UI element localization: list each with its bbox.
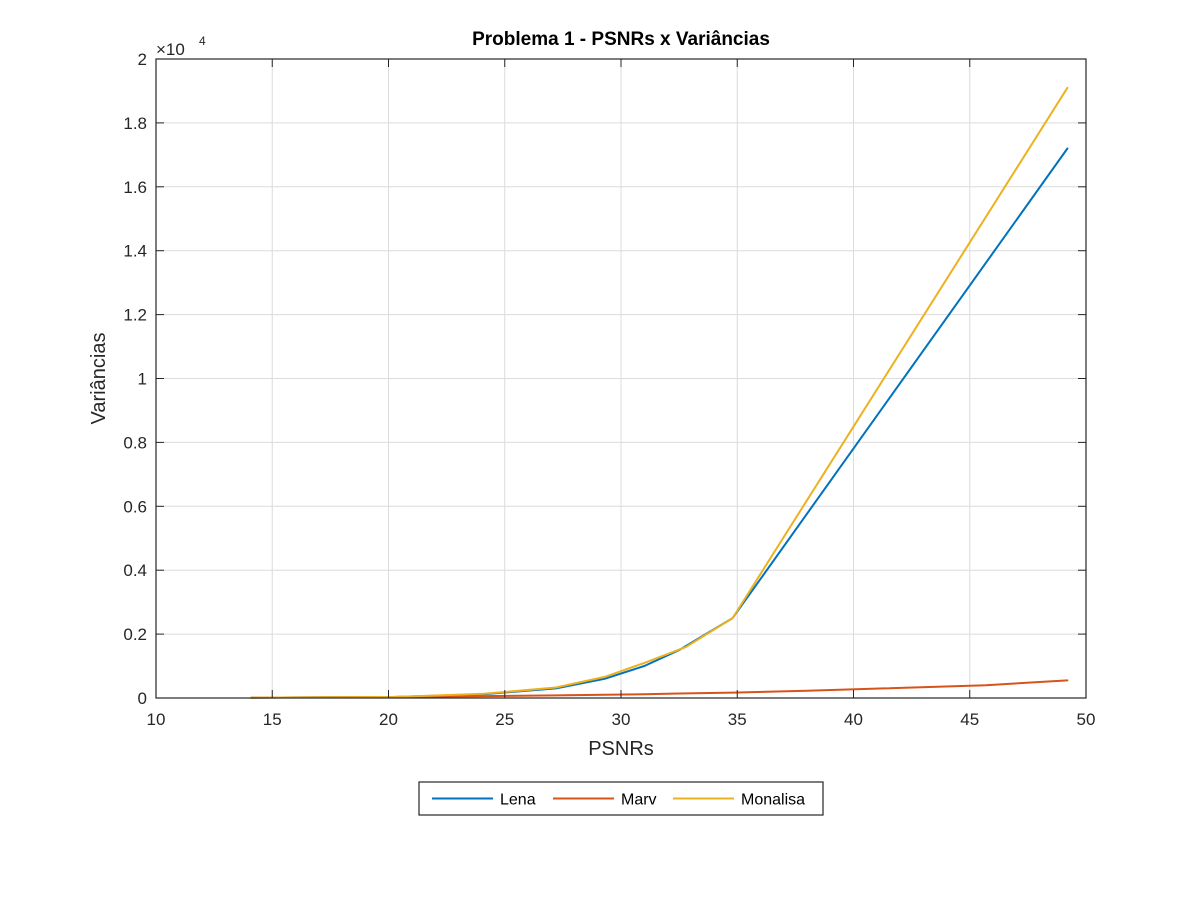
- y-tick-label: 0: [138, 689, 147, 708]
- legend-label-monalisa: Monalisa: [741, 792, 805, 809]
- x-axis-label: PSNRs: [588, 738, 654, 760]
- y-tick-label: 0.4: [123, 561, 147, 580]
- y-axis-multiplier-exponent: 4: [199, 34, 206, 48]
- legend-label-lena: Lena: [500, 792, 536, 809]
- x-tick-label: 10: [147, 710, 166, 729]
- legend-label-marv: Marv: [621, 792, 657, 809]
- x-tick-label: 20: [379, 710, 398, 729]
- x-tick-label: 35: [728, 710, 747, 729]
- y-axis-label: Variâncias: [88, 333, 110, 425]
- grid-lines: [156, 59, 1086, 698]
- chart-title: Problema 1 - PSNRs x Variâncias: [472, 29, 770, 50]
- y-tick-label: 1.6: [123, 178, 147, 197]
- x-tick-label: 15: [263, 710, 282, 729]
- x-tick-label: 50: [1077, 710, 1096, 729]
- y-tick-label: 1.8: [123, 114, 147, 133]
- y-tick-label: 1.2: [123, 306, 147, 325]
- x-tick-label: 30: [612, 710, 631, 729]
- axis-ticks: 10 15 20 25 30 35 40 45 50 0 0.2 0.4 0.6 0.8 1 1.2 1.4 1.…: [123, 50, 1095, 729]
- legend: Lena Marv Monalisa: [418, 781, 824, 816]
- y-tick-label: 0.6: [123, 497, 147, 516]
- x-tick-label: 45: [960, 710, 979, 729]
- y-tick-label: 0.2: [123, 625, 147, 644]
- y-tick-label: 2: [138, 50, 147, 69]
- y-tick-label: 1: [138, 370, 147, 389]
- x-tick-label: 25: [495, 710, 514, 729]
- y-axis-multiplier: ×10: [156, 40, 185, 59]
- series-line-marv: [250, 679, 1069, 699]
- y-tick-label: 0.8: [123, 433, 147, 452]
- data-series: [250, 86, 1069, 699]
- x-tick-label: 40: [844, 710, 863, 729]
- y-tick-label: 1.4: [123, 242, 147, 261]
- series-line-monalisa: [250, 86, 1069, 699]
